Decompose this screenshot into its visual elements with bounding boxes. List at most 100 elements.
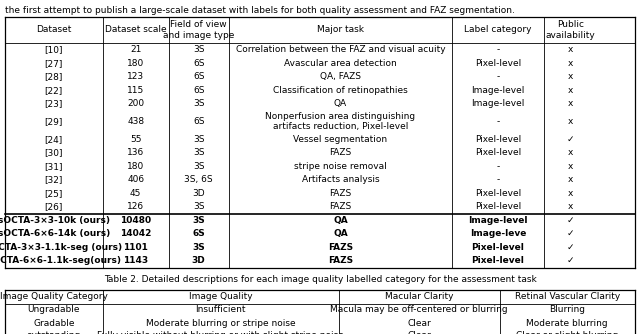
Text: Pixel-level: Pixel-level — [475, 189, 521, 198]
Text: ✓: ✓ — [566, 256, 574, 265]
Text: Pixel-level: Pixel-level — [475, 59, 521, 68]
Text: Image-level: Image-level — [471, 86, 525, 95]
Text: 200: 200 — [127, 99, 144, 108]
Text: x: x — [568, 202, 573, 211]
Text: [23]: [23] — [45, 99, 63, 108]
Text: FAZS: FAZS — [330, 189, 351, 198]
Text: [27]: [27] — [45, 59, 63, 68]
Text: Macular Clarity: Macular Clarity — [385, 292, 454, 301]
Text: [29]: [29] — [45, 117, 63, 126]
Text: Insufficient: Insufficient — [196, 306, 246, 315]
Text: QA: QA — [333, 216, 348, 225]
Text: x: x — [568, 175, 573, 184]
Text: Public
availability: Public availability — [545, 20, 595, 40]
Text: 21: 21 — [130, 45, 141, 54]
Text: sOCTA-3×3-10k (ours): sOCTA-3×3-10k (ours) — [0, 216, 110, 225]
Text: Clear: Clear — [407, 319, 431, 328]
Text: Moderate blurring or stripe noise: Moderate blurring or stripe noise — [146, 319, 296, 328]
Text: Artifacts analysis: Artifacts analysis — [301, 175, 380, 184]
Text: Pixel-level: Pixel-level — [475, 148, 521, 157]
Text: 10480: 10480 — [120, 216, 151, 225]
Text: Dataset scale: Dataset scale — [105, 25, 166, 34]
Text: Pixel-level: Pixel-level — [472, 243, 524, 252]
Text: 6S: 6S — [193, 86, 204, 95]
Text: 3D: 3D — [192, 256, 205, 265]
Text: Nonperfusion area distinguishing
artifacts reduction, Pixel-level: Nonperfusion area distinguishing artifac… — [266, 112, 415, 131]
Text: Ungradable: Ungradable — [28, 306, 80, 315]
Text: FAZS: FAZS — [328, 243, 353, 252]
Text: [30]: [30] — [45, 148, 63, 157]
Text: 3S: 3S — [193, 99, 204, 108]
Text: FAZS: FAZS — [330, 148, 351, 157]
Text: QA: QA — [334, 99, 347, 108]
Text: Vessel segmentation: Vessel segmentation — [293, 135, 388, 144]
Text: [25]: [25] — [45, 189, 63, 198]
Text: 3S: 3S — [193, 45, 204, 54]
Text: QA: QA — [333, 229, 348, 238]
Text: x: x — [568, 99, 573, 108]
Text: Moderate blurring: Moderate blurring — [527, 319, 608, 328]
Text: Clear or slight blurring: Clear or slight blurring — [516, 332, 618, 334]
Text: x: x — [568, 72, 573, 81]
Text: 45: 45 — [130, 189, 141, 198]
Text: Gradable: Gradable — [33, 319, 75, 328]
Text: Image-leve: Image-leve — [470, 229, 526, 238]
Text: -: - — [497, 45, 500, 54]
Text: 3S: 3S — [193, 243, 205, 252]
Text: ✓: ✓ — [566, 216, 574, 225]
Text: sOCTA-6×6-14k (ours): sOCTA-6×6-14k (ours) — [0, 229, 110, 238]
Text: Clear: Clear — [407, 332, 431, 334]
Text: 6S: 6S — [193, 72, 204, 81]
Text: sOCTA-3×3-1.1k-seg (ours): sOCTA-3×3-1.1k-seg (ours) — [0, 243, 122, 252]
Text: [22]: [22] — [45, 86, 63, 95]
Text: 14042: 14042 — [120, 229, 152, 238]
Text: 6S: 6S — [193, 117, 204, 126]
Text: -: - — [497, 72, 500, 81]
Text: [31]: [31] — [45, 162, 63, 171]
Text: 126: 126 — [127, 202, 144, 211]
Text: Pixel-level: Pixel-level — [475, 135, 521, 144]
Text: x: x — [568, 162, 573, 171]
Text: [24]: [24] — [45, 135, 63, 144]
Text: 1101: 1101 — [124, 243, 148, 252]
Text: 55: 55 — [130, 135, 141, 144]
Text: Image Quality Category: Image Quality Category — [0, 292, 108, 301]
Text: Table 2. Detailed descriptions for each image quality labelled category for the : Table 2. Detailed descriptions for each … — [104, 275, 536, 284]
Text: Image Quality: Image Quality — [189, 292, 253, 301]
Text: Retinal Vascular Clarity: Retinal Vascular Clarity — [515, 292, 620, 301]
Text: 3S: 3S — [193, 202, 204, 211]
Text: x: x — [568, 117, 573, 126]
Text: 3S: 3S — [193, 216, 205, 225]
Text: FAZS: FAZS — [328, 256, 353, 265]
Text: 180: 180 — [127, 162, 145, 171]
Text: Image-level: Image-level — [471, 99, 525, 108]
Text: 3S: 3S — [193, 162, 204, 171]
Text: Classification of retinopathies: Classification of retinopathies — [273, 86, 408, 95]
Text: Pixel-level: Pixel-level — [472, 256, 524, 265]
Text: Label category: Label category — [464, 25, 532, 34]
Text: 438: 438 — [127, 117, 144, 126]
Text: Major task: Major task — [317, 25, 364, 34]
Text: 406: 406 — [127, 175, 144, 184]
Text: Dataset: Dataset — [36, 25, 72, 34]
Text: ✓: ✓ — [566, 243, 574, 252]
Text: [26]: [26] — [45, 202, 63, 211]
Text: outstanding: outstanding — [27, 332, 81, 334]
Text: FAZS: FAZS — [330, 202, 351, 211]
Text: ✓: ✓ — [566, 135, 574, 144]
Text: -: - — [497, 175, 500, 184]
Text: 123: 123 — [127, 72, 144, 81]
Text: 6S: 6S — [193, 59, 204, 68]
Text: 3S: 3S — [193, 135, 204, 144]
Text: [28]: [28] — [45, 72, 63, 81]
Text: Avascular area detection: Avascular area detection — [284, 59, 397, 68]
Text: x: x — [568, 45, 573, 54]
Text: Macula may be off-centered or blurring: Macula may be off-centered or blurring — [330, 306, 508, 315]
Text: 3S: 3S — [193, 148, 204, 157]
Text: Fully visible without blurring or with slight stripe noise: Fully visible without blurring or with s… — [97, 332, 344, 334]
Text: x: x — [568, 86, 573, 95]
Text: stripe noise removal: stripe noise removal — [294, 162, 387, 171]
Text: [32]: [32] — [45, 175, 63, 184]
Text: 3D: 3D — [193, 189, 205, 198]
Text: 180: 180 — [127, 59, 145, 68]
